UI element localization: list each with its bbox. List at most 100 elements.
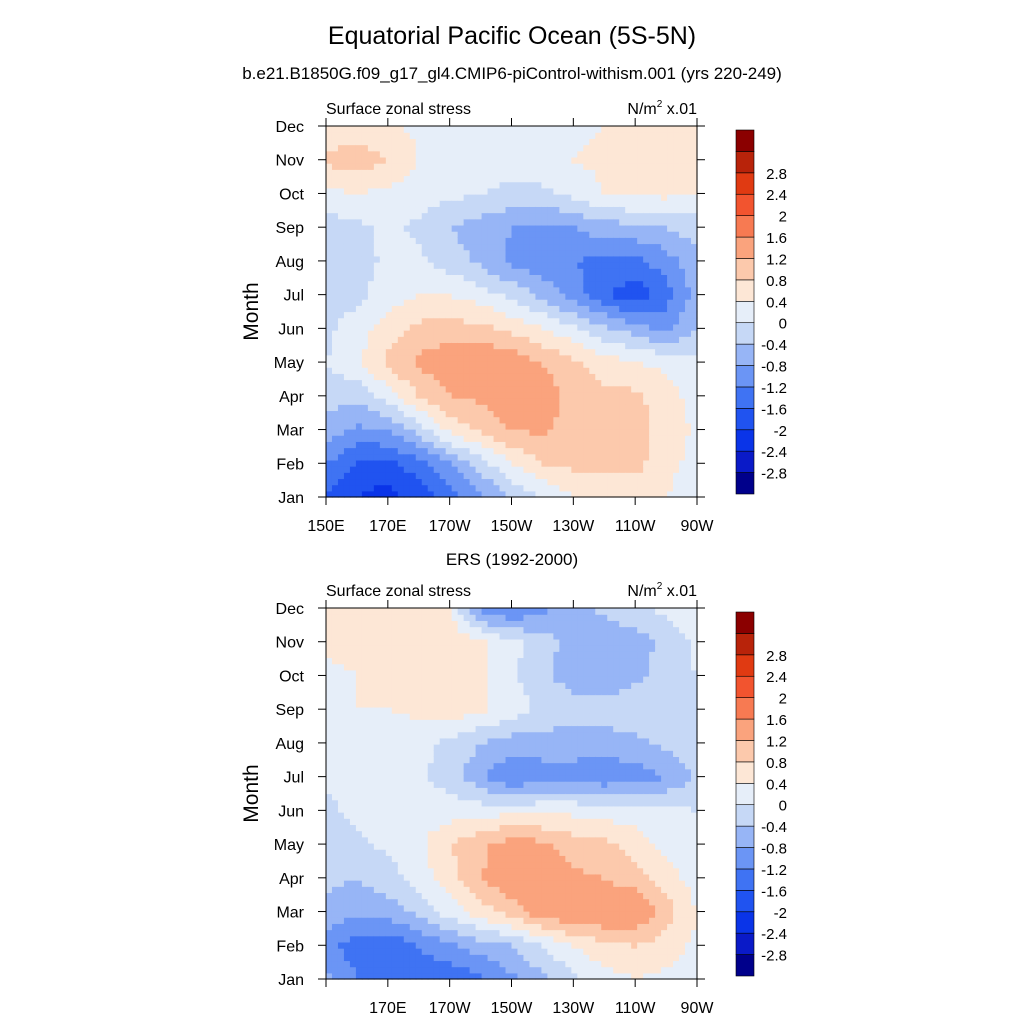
heatmap-cell: [673, 286, 680, 294]
heatmap-cell: [589, 404, 596, 412]
heatmap-cell: [445, 391, 453, 399]
heatmap-cell: [625, 249, 632, 257]
heatmap-cell: [535, 262, 543, 269]
heatmap-cell: [457, 466, 465, 473]
heatmap-cell: [505, 472, 513, 480]
heatmap-cell: [637, 150, 644, 158]
heatmap-cell: [427, 422, 435, 430]
heatmap-cell: [637, 360, 644, 368]
heatmap-cell: [643, 311, 650, 319]
heatmap-cell: [565, 305, 572, 313]
heatmap-cell: [373, 181, 381, 189]
heatmap-cell: [397, 138, 405, 146]
heatmap-cell: [505, 311, 513, 319]
heatmap-cell: [326, 799, 333, 807]
heatmap-cell: [373, 330, 381, 337]
heatmap-cell: [685, 187, 692, 195]
heatmap-cell: [397, 459, 405, 467]
heatmap-cell: [475, 466, 483, 473]
heatmap-cell: [391, 150, 399, 158]
heatmap-cell: [517, 231, 525, 238]
heatmap-cell: [385, 669, 393, 677]
heatmap-cell: [415, 669, 423, 677]
heatmap-cell: [337, 181, 345, 189]
heatmap-cell: [529, 385, 537, 393]
heatmap-cell: [523, 218, 531, 226]
heatmap-cell: [373, 441, 381, 449]
heatmap-cell: [445, 206, 453, 214]
heatmap-cell: [613, 490, 620, 498]
heatmap-cell: [397, 799, 405, 807]
heatmap-cell: [427, 398, 435, 405]
heatmap-cell: [583, 336, 590, 344]
heatmap-cell: [571, 212, 578, 220]
heatmap-cell: [385, 713, 393, 720]
heatmap-cell: [691, 194, 698, 201]
heatmap-cell: [661, 181, 668, 189]
heatmap-cell: [403, 459, 411, 467]
heatmap-cell: [391, 972, 399, 980]
heatmap-cell: [379, 762, 387, 770]
heatmap-cell: [469, 169, 477, 177]
heatmap-cell: [565, 280, 572, 288]
heatmap-cell: [355, 459, 363, 467]
heatmap-cell: [326, 731, 333, 739]
heatmap-cell: [433, 867, 441, 875]
heatmap-cell: [625, 175, 632, 183]
heatmap-cell: [331, 169, 339, 177]
heatmap-cell: [601, 367, 608, 374]
heatmap-cell: [529, 200, 537, 207]
heatmap-cell: [469, 342, 477, 350]
heatmap-cell: [433, 385, 441, 393]
heatmap-cell: [577, 249, 584, 257]
heatmap-cell: [415, 731, 423, 739]
heatmap-cell: [559, 224, 566, 232]
heatmap-cell: [355, 812, 363, 819]
colorbar-label: 1.2: [766, 251, 787, 268]
heatmap-cell: [331, 249, 339, 257]
heatmap-cell: [427, 725, 435, 733]
heatmap-cell: [571, 243, 578, 251]
heatmap-cell: [667, 218, 674, 226]
heatmap-cell: [373, 719, 381, 727]
heatmap-cell: [355, 360, 363, 368]
heatmap-cell: [649, 224, 656, 232]
heatmap-cell: [337, 867, 345, 875]
heatmap-cell: [475, 163, 483, 170]
heatmap-cell: [415, 187, 423, 195]
heatmap-cell: [667, 194, 674, 201]
heatmap-cell: [685, 156, 692, 164]
heatmap-cell: [326, 255, 333, 263]
heatmap-cell: [391, 706, 399, 714]
heatmap-cell: [326, 904, 333, 912]
heatmap-cell: [589, 360, 596, 368]
heatmap-cell: [379, 274, 387, 282]
heatmap-cell: [415, 700, 423, 708]
heatmap-cell: [409, 194, 417, 201]
heatmap-cell: [475, 305, 483, 313]
heatmap-cell: [673, 126, 680, 133]
heatmap-cell: [637, 373, 644, 381]
heatmap-cell: [433, 163, 441, 170]
heatmap-cell: [421, 849, 429, 856]
heatmap-cell: [493, 317, 501, 325]
heatmap-cell: [409, 966, 417, 974]
heatmap-cell: [547, 391, 554, 399]
heatmap-cell: [481, 398, 489, 405]
heatmap-cell: [523, 367, 531, 374]
heatmap-cell: [685, 126, 692, 133]
heatmap-cell: [493, 224, 501, 232]
heatmap-cell: [433, 410, 441, 418]
heatmap-cell: [367, 638, 375, 646]
heatmap-cell: [367, 249, 375, 257]
heatmap-cell: [619, 132, 626, 139]
heatmap-cell: [391, 818, 399, 826]
heatmap-cell: [397, 200, 405, 207]
heatmap-cell: [451, 385, 459, 393]
heatmap-cell: [397, 453, 405, 461]
heatmap-cell: [391, 632, 399, 640]
heatmap-cell: [361, 422, 369, 430]
heatmap-cell: [379, 490, 387, 498]
heatmap-cell: [631, 212, 638, 220]
heatmap-cell: [445, 181, 453, 189]
